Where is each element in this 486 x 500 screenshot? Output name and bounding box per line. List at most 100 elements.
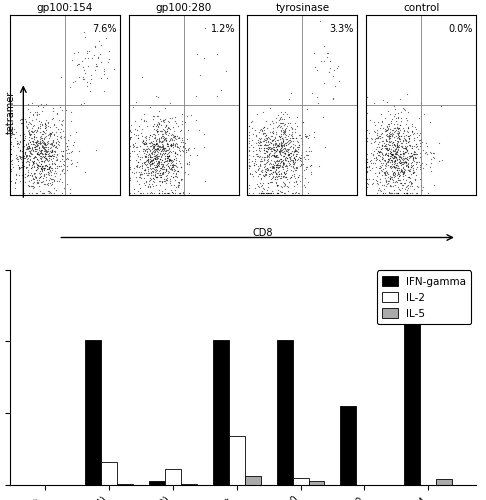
Point: [51, 132, 58, 140]
Point: [154, 158, 161, 166]
Point: [171, 152, 179, 160]
Point: [397, 180, 404, 188]
Point: [301, 132, 309, 140]
Point: [382, 131, 390, 139]
Point: [29, 99, 36, 107]
Point: [258, 144, 265, 152]
Point: [28, 157, 36, 165]
Point: [126, 134, 134, 141]
Point: [378, 138, 386, 145]
Point: [260, 146, 268, 154]
Bar: [277, 340, 293, 485]
Point: [384, 149, 392, 157]
Point: [59, 128, 67, 136]
Bar: [85, 340, 101, 485]
Point: [259, 126, 266, 134]
Point: [379, 141, 386, 149]
Point: [32, 166, 40, 174]
Point: [22, 152, 30, 160]
Point: [21, 149, 29, 157]
Point: [261, 132, 269, 140]
Point: [87, 74, 95, 82]
Point: [374, 186, 382, 194]
Point: [31, 147, 39, 155]
Point: [28, 171, 35, 179]
Point: [401, 166, 409, 174]
Point: [136, 184, 144, 192]
Point: [157, 120, 165, 128]
Point: [269, 120, 277, 128]
Point: [173, 172, 180, 179]
Point: [274, 172, 281, 180]
Point: [184, 112, 191, 120]
Point: [156, 146, 163, 154]
Point: [385, 132, 393, 140]
Point: [147, 158, 155, 166]
Point: [186, 160, 193, 168]
Point: [403, 173, 411, 181]
Point: [158, 178, 166, 186]
Point: [38, 164, 46, 172]
Point: [244, 134, 252, 142]
Point: [291, 146, 299, 154]
Point: [140, 144, 148, 152]
Point: [30, 132, 38, 140]
Point: [50, 142, 58, 150]
Point: [394, 164, 401, 172]
Point: [34, 140, 42, 147]
Point: [23, 116, 31, 124]
Point: [155, 142, 162, 150]
Point: [33, 163, 40, 171]
Point: [35, 182, 43, 190]
Point: [392, 150, 400, 158]
Point: [129, 103, 137, 111]
Point: [162, 166, 170, 173]
Point: [272, 140, 280, 148]
Point: [160, 188, 168, 196]
Point: [284, 152, 292, 160]
Point: [283, 138, 291, 145]
Point: [58, 152, 66, 160]
Point: [152, 140, 159, 148]
Point: [177, 163, 185, 171]
Point: [37, 139, 45, 147]
Point: [38, 162, 46, 170]
Point: [259, 130, 267, 138]
Point: [17, 155, 25, 163]
Point: [39, 164, 47, 172]
Point: [176, 147, 184, 155]
Point: [42, 173, 50, 181]
Point: [50, 188, 57, 196]
Point: [38, 165, 46, 173]
Point: [44, 180, 52, 188]
Point: [269, 170, 277, 178]
Point: [40, 170, 48, 178]
Point: [266, 104, 274, 112]
Point: [390, 163, 398, 171]
Point: [44, 142, 52, 150]
Point: [87, 71, 95, 79]
Point: [154, 159, 162, 167]
Point: [393, 166, 401, 174]
Point: [270, 146, 278, 154]
Point: [153, 170, 161, 177]
Point: [30, 127, 37, 135]
Point: [417, 99, 425, 107]
Point: [168, 172, 175, 180]
Point: [253, 150, 261, 158]
Point: [285, 158, 293, 166]
Point: [271, 167, 278, 175]
Point: [411, 154, 418, 162]
Point: [270, 146, 278, 154]
Point: [373, 172, 381, 179]
Point: [255, 152, 263, 160]
Point: [91, 42, 99, 50]
Point: [391, 158, 399, 166]
Point: [268, 147, 276, 155]
Point: [30, 175, 37, 183]
Point: [28, 188, 36, 196]
Point: [395, 134, 402, 142]
Point: [26, 144, 34, 152]
Point: [277, 174, 285, 182]
Point: [280, 160, 288, 168]
